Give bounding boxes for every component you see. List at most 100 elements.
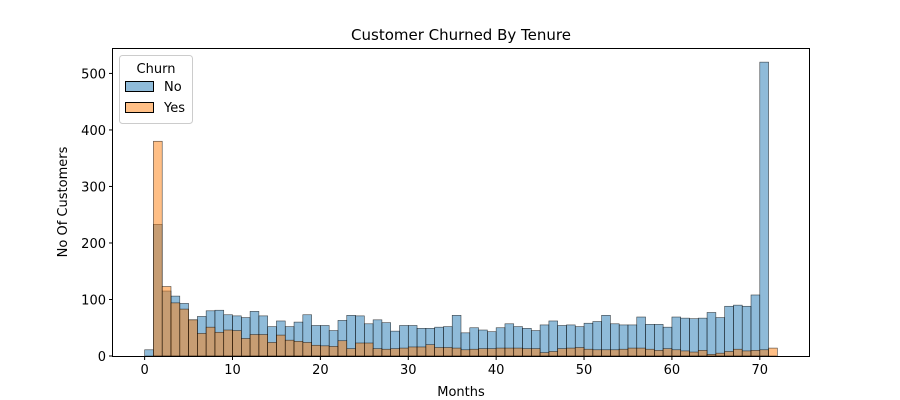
bar-no-65 [715,317,725,357]
y-tick-label: 200 [81,237,106,252]
bar-yes-50 [583,348,594,357]
bar-yes-32 [425,344,435,357]
bar-yes-40 [495,347,506,357]
bar-yes-55 [627,347,638,357]
bar-yes-6 [197,333,207,357]
bar-no-67 [733,304,743,357]
bar-yes-51 [592,349,602,357]
bar-yes-67 [733,348,743,357]
bar-no-46 [548,320,558,357]
y-tick-label: 100 [81,293,106,308]
bar-yes-21 [328,346,339,357]
x-tick-label: 60 [664,363,681,378]
bar-yes-69 [750,350,761,357]
bar-yes-13 [258,334,268,357]
x-tick-label: 10 [224,363,241,378]
bar-yes-34 [443,347,453,357]
bar-yes-70 [759,349,769,357]
series-no [144,61,769,357]
bar-yes-22 [337,340,348,357]
y-tick-label: 0 [98,350,106,365]
legend-swatch-yes [125,102,154,113]
bar-yes-47 [557,348,567,357]
legend-swatch-no [125,81,154,92]
bar-yes-62 [689,351,699,357]
bar-no-66 [724,305,734,357]
bar-yes-27 [381,348,391,357]
bar-yes-24 [355,342,365,357]
x-tick-label: 50 [576,363,593,378]
bar-no-68 [741,305,752,357]
x-axis: 0 10 20 30 40 50 60 70 [140,356,768,378]
bar-yes-36 [460,349,471,357]
bar-yes-59 [662,348,673,357]
bar-yes-31 [416,346,427,357]
legend-title: Churn [137,62,176,77]
x-axis-label: Months [437,385,485,400]
bar-yes-35 [451,347,462,357]
bar-yes-38 [478,348,488,357]
bar-yes-46 [548,351,558,357]
bar-yes-29 [399,347,409,357]
bar-yes-43 [522,348,532,357]
bar-yes-56 [636,347,646,357]
bar-yes-3 [170,302,181,357]
y-tick-label: 500 [81,67,106,82]
bar-yes-37 [469,348,479,357]
plot-frame [112,48,810,357]
bar-yes-8 [214,331,225,357]
bar-yes-52 [601,349,611,357]
bar-yes-28 [390,348,400,357]
bar-yes-68 [741,350,752,357]
bar-yes-41 [504,347,515,357]
bar-yes-16 [284,339,295,357]
series-yes [153,140,778,357]
legend-label-yes: Yes [163,101,185,116]
bar-yes-44 [531,348,541,357]
bar-yes-30 [407,346,418,357]
bar-yes-7 [205,326,216,357]
bar-yes-19 [311,344,321,357]
bar-yes-42 [513,347,523,357]
bar-yes-48 [566,347,576,357]
chart-title: Customer Churned By Tenure [351,26,571,44]
bar-yes-11 [241,338,251,357]
bar-no-62 [689,318,699,357]
bar-yes-26 [372,348,383,357]
bar-no-69 [750,294,761,357]
x-tick-label: 30 [400,363,417,378]
bar-yes-33 [434,347,444,357]
bar-no-64 [706,312,717,357]
y-tick-label: 300 [81,180,106,195]
bar-yes-53 [610,349,620,357]
bar-yes-25 [364,342,374,357]
bar-yes-60 [671,349,681,357]
bar-yes-5 [188,319,198,357]
bar-yes-54 [618,348,629,357]
bar-yes-39 [487,348,497,357]
legend-label-no: No [164,80,182,95]
x-tick-label: 70 [752,363,769,378]
bar-yes-20 [320,345,330,357]
bar-yes-10 [232,330,242,357]
bar-yes-14 [267,342,277,357]
bar-yes-45 [539,352,550,357]
bar-yes-23 [346,348,356,357]
bar-yes-61 [680,350,690,357]
bar-yes-49 [574,347,585,357]
x-tick-label: 20 [312,363,329,378]
bar-yes-64 [706,354,717,357]
bar-yes-12 [249,334,260,357]
legend: Churn No Yes [119,55,193,124]
bar-no-70 [759,61,769,357]
bar-yes-15 [276,334,286,357]
plot-area [144,61,778,357]
bar-yes-57 [645,348,655,357]
bar-yes-63 [697,350,708,357]
y-tick-label: 400 [81,124,106,139]
bar-yes-18 [302,342,312,357]
y-axis-label: No Of Customers [56,146,71,257]
x-tick-label: 40 [488,363,505,378]
bar-yes-4 [179,308,189,357]
